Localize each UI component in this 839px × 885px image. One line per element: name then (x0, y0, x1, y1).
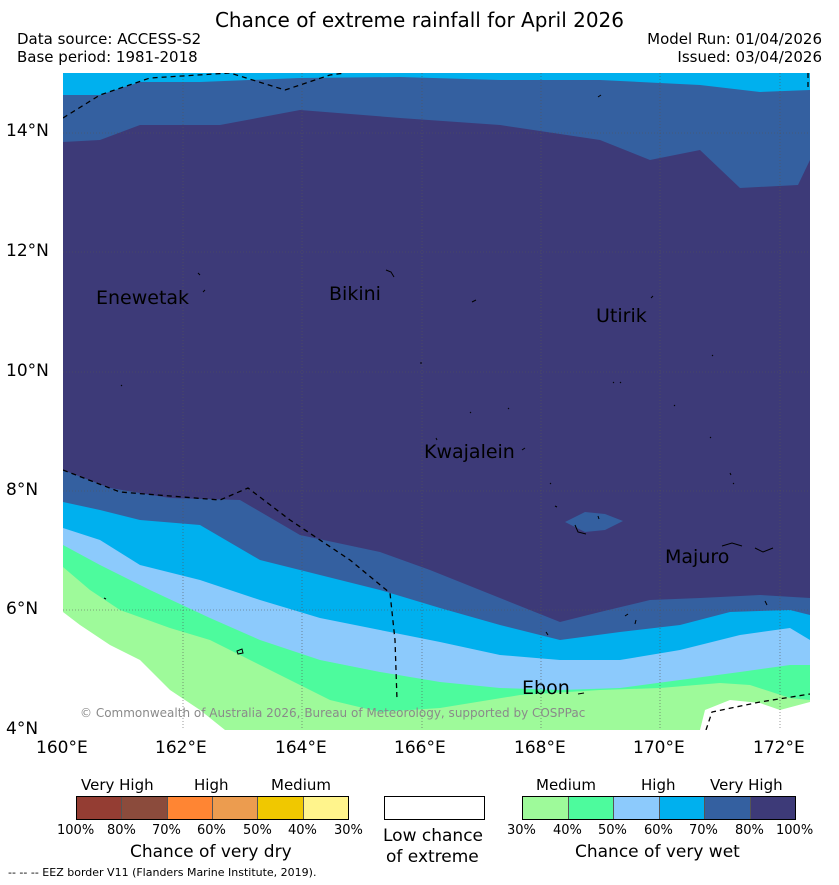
eez-border (63, 73, 810, 730)
lon-label-166e: 166°E (394, 738, 446, 758)
place-enewetak: Enewetak (96, 287, 190, 309)
base-period: Base period: 1981-2018 (17, 48, 198, 66)
wet-tick: 70% (689, 823, 718, 838)
zone-medium-high-wet-north (63, 73, 810, 95)
wet-level-high: High (641, 776, 676, 794)
place-ebon: Ebon (522, 677, 570, 699)
map-title: Chance of extreme rainfall for April 202… (214, 8, 625, 32)
zone-high-wet-north (63, 73, 810, 188)
wet-tick: 50% (598, 823, 627, 838)
dry-legend-title: Chance of very dry (130, 842, 292, 862)
wet-swatch-3 (659, 797, 705, 819)
lat-label-8n: 8°N (6, 480, 39, 500)
zone-low-chance-west (63, 612, 225, 730)
dry-tick: 80% (107, 823, 136, 838)
lat-label-4n: 4°N (6, 719, 39, 739)
zone-low-chance-east (700, 700, 810, 730)
dry-swatch-1 (122, 797, 168, 819)
dry-swatch-2 (167, 797, 213, 819)
wet-swatch-2 (614, 797, 660, 819)
dry-swatch-3 (212, 797, 259, 819)
lat-label-6n: 6°N (6, 599, 39, 619)
place-bikini: Bikini (329, 283, 381, 305)
wet-tick: 30% (507, 823, 536, 838)
wet-tick: 40% (553, 823, 582, 838)
dry-swatch-5 (303, 797, 348, 819)
wet-level-very-high: Very High (710, 776, 783, 794)
place-kwajalein: Kwajalein (424, 441, 515, 463)
dry-tick: 100% (57, 823, 95, 838)
wet-swatch-0 (523, 797, 569, 819)
place-utirik: Utirik (596, 305, 647, 327)
wet-swatch-5 (750, 797, 795, 819)
wet-legend-title: Chance of very wet (575, 842, 740, 862)
lon-label-160e: 160°E (36, 738, 88, 758)
data-source: Data source: ACCESS-S2 (17, 30, 202, 48)
dry-level-medium: Medium (271, 776, 331, 794)
rainfall-map (63, 73, 810, 730)
dry-colorbar (76, 796, 349, 820)
dry-swatch-4 (258, 797, 304, 819)
wet-tick: 100% (776, 823, 814, 838)
zone-lagoon-patch (565, 512, 623, 532)
low-chance-line1: Low chance (383, 826, 483, 846)
dry-level-high: High (194, 776, 229, 794)
dry-tick: 50% (243, 823, 272, 838)
dry-tick: 70% (152, 823, 181, 838)
islands (103, 94, 774, 695)
eez-footnote: -- -- -- EEZ border V11 (Flanders Marine… (8, 866, 317, 879)
dry-tick: 60% (197, 823, 226, 838)
lon-label-164e: 164°E (275, 738, 327, 758)
lat-label-12n: 12°N (6, 241, 49, 261)
wet-tick: 80% (735, 823, 764, 838)
wet-swatch-4 (705, 797, 751, 819)
place-majuro: Majuro (665, 546, 730, 568)
zone-30-40-wet (63, 567, 810, 730)
wet-colorbar (522, 796, 796, 820)
dry-level-very-high: Very High (81, 776, 154, 794)
lat-label-14n: 14°N (6, 121, 49, 141)
lat-label-10n: 10°N (6, 361, 49, 381)
model-run: Model Run: 01/04/2026 (647, 30, 822, 48)
lon-label-168e: 168°E (514, 738, 566, 758)
wet-tick: 60% (644, 823, 673, 838)
low-chance-line2: of extreme (386, 847, 479, 867)
copyright-notice: © Commonwealth of Australia 2026, Bureau… (80, 706, 586, 720)
lon-label-162e: 162°E (155, 738, 207, 758)
issued-date: Issued: 03/04/2026 (677, 48, 822, 66)
lon-label-172e: 172°E (753, 738, 805, 758)
lon-label-170e: 170°E (633, 738, 685, 758)
low-chance-box (384, 796, 485, 820)
wet-level-medium: Medium (536, 776, 596, 794)
dry-tick: 30% (334, 823, 363, 838)
dry-tick: 40% (288, 823, 317, 838)
dry-swatch-0 (77, 797, 123, 819)
wet-swatch-1 (568, 797, 614, 819)
